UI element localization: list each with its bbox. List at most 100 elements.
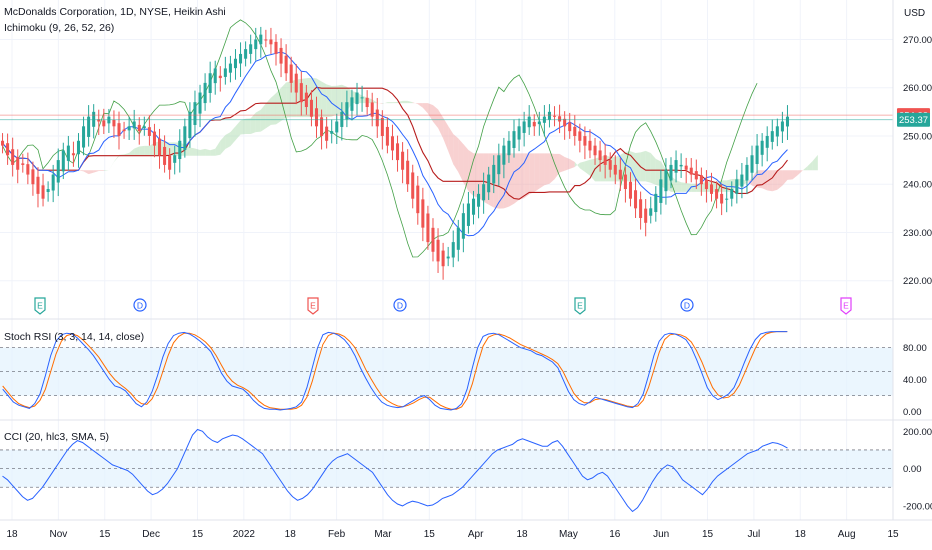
candle-up[interactable] bbox=[87, 105, 91, 147]
candle-up[interactable] bbox=[183, 118, 187, 158]
candle-down[interactable] bbox=[608, 152, 612, 178]
candle-up[interactable] bbox=[775, 118, 779, 147]
candle-down[interactable] bbox=[699, 167, 703, 196]
earnings-marker[interactable]: E bbox=[574, 297, 586, 315]
candle-up[interactable] bbox=[244, 41, 248, 67]
candle-down[interactable] bbox=[289, 56, 293, 93]
candle-up[interactable] bbox=[203, 73, 207, 111]
candle-down[interactable] bbox=[421, 187, 425, 242]
candle-up[interactable] bbox=[547, 104, 551, 128]
candle-down[interactable] bbox=[623, 166, 627, 203]
candle-down[interactable] bbox=[41, 173, 45, 207]
candle-up[interactable] bbox=[228, 55, 232, 83]
candle-up[interactable] bbox=[725, 187, 729, 213]
candle-up[interactable] bbox=[735, 169, 739, 204]
candle-down[interactable] bbox=[314, 96, 319, 138]
candle-down[interactable] bbox=[137, 117, 141, 145]
dividend-marker[interactable]: D bbox=[680, 298, 694, 312]
candle-down[interactable] bbox=[411, 164, 415, 209]
candle-down[interactable] bbox=[573, 115, 577, 146]
candle-up[interactable] bbox=[46, 181, 50, 202]
candle-up[interactable] bbox=[330, 119, 334, 144]
cci-legend[interactable]: CCI (20, hlc3, SMA, 5) bbox=[4, 431, 109, 443]
candle-down[interactable] bbox=[158, 128, 162, 169]
candle-down[interactable] bbox=[532, 114, 536, 136]
candle-down[interactable] bbox=[365, 90, 369, 115]
candle-up[interactable] bbox=[492, 155, 496, 194]
candle-up[interactable] bbox=[760, 133, 764, 167]
candle-down[interactable] bbox=[613, 155, 617, 185]
candle-down[interactable] bbox=[618, 158, 622, 191]
dividend-marker[interactable]: D bbox=[393, 298, 407, 312]
candle-up[interactable] bbox=[61, 142, 65, 180]
price-scale-background[interactable] bbox=[893, 0, 932, 550]
candle-up[interactable] bbox=[173, 145, 177, 175]
candle-down[interactable] bbox=[603, 143, 607, 179]
candle-up[interactable] bbox=[233, 49, 237, 80]
candle-up[interactable] bbox=[669, 157, 673, 189]
candle-down[interactable] bbox=[218, 66, 222, 92]
price-axis[interactable]: 270.00 260.00 250.00 240.00 230.00 220.00 bbox=[903, 35, 932, 287]
candle-down[interactable] bbox=[375, 97, 379, 138]
candle-down[interactable] bbox=[578, 123, 582, 153]
candle-up[interactable] bbox=[178, 129, 182, 173]
candle-up[interactable] bbox=[664, 158, 668, 205]
candle-up[interactable] bbox=[512, 119, 516, 158]
candle-down[interactable] bbox=[634, 178, 638, 218]
candle-up[interactable] bbox=[649, 196, 653, 224]
candle-down[interactable] bbox=[274, 34, 278, 66]
candle-down[interactable] bbox=[553, 106, 557, 127]
candle-down[interactable] bbox=[71, 141, 75, 167]
candle-up[interactable] bbox=[487, 166, 491, 200]
candle-down[interactable] bbox=[26, 152, 30, 185]
candle-down[interactable] bbox=[16, 149, 20, 184]
candle-down[interactable] bbox=[168, 148, 172, 180]
candle-down[interactable] bbox=[563, 111, 567, 140]
candle-down[interactable] bbox=[390, 124, 394, 161]
candle-down[interactable] bbox=[406, 149, 410, 192]
candle-down[interactable] bbox=[644, 198, 648, 237]
candle-up[interactable] bbox=[785, 105, 789, 140]
candle-up[interactable] bbox=[259, 26, 263, 58]
candle-down[interactable] bbox=[598, 140, 602, 172]
candle-up[interactable] bbox=[239, 42, 243, 77]
candle-down[interactable] bbox=[284, 44, 288, 81]
candle-down[interactable] bbox=[294, 64, 298, 105]
stoch-rsi-legend[interactable]: Stoch RSI (3, 3, 14, 14, close) bbox=[4, 331, 144, 343]
candle-down[interactable] bbox=[715, 181, 719, 209]
candle-down[interactable] bbox=[583, 126, 587, 160]
candle-up[interactable] bbox=[82, 116, 86, 156]
candle-up[interactable] bbox=[466, 191, 470, 234]
candle-down[interactable] bbox=[31, 161, 35, 196]
candle-down[interactable] bbox=[441, 242, 445, 280]
candle-down[interactable] bbox=[309, 90, 313, 127]
candle-down[interactable] bbox=[36, 167, 40, 208]
candle-down[interactable] bbox=[639, 191, 643, 230]
time-axis[interactable]: 18 Nov 15 Dec 15 2022 18 Feb Mar 15 Apr 18 May 16 Jun 1… bbox=[6, 529, 899, 540]
candle-up[interactable] bbox=[745, 157, 749, 195]
candle-down[interactable] bbox=[320, 109, 324, 150]
dividend-marker[interactable]: D bbox=[133, 298, 147, 312]
candle-up[interactable] bbox=[765, 126, 769, 162]
candle-up[interactable] bbox=[345, 90, 349, 128]
candle-up[interactable] bbox=[76, 133, 81, 168]
candle-down[interactable] bbox=[21, 153, 25, 173]
candle-down[interactable] bbox=[11, 137, 15, 177]
candle-down[interactable] bbox=[689, 158, 693, 183]
candle-down[interactable] bbox=[558, 104, 562, 134]
candle-up[interactable] bbox=[517, 118, 521, 152]
candle-down[interactable] bbox=[416, 175, 420, 225]
candle-up[interactable] bbox=[730, 181, 734, 207]
candle-up[interactable] bbox=[355, 82, 359, 116]
candle-down[interactable] bbox=[6, 133, 10, 165]
candle-down[interactable] bbox=[163, 135, 167, 173]
candle-up[interactable] bbox=[249, 34, 253, 64]
candle-down[interactable] bbox=[299, 71, 303, 116]
candle-up[interactable] bbox=[770, 119, 774, 150]
candle-up[interactable] bbox=[502, 137, 506, 179]
candle-up[interactable] bbox=[522, 111, 526, 147]
candle-down[interactable] bbox=[593, 137, 597, 165]
candle-down[interactable] bbox=[122, 121, 126, 139]
candle-down[interactable] bbox=[370, 92, 374, 127]
